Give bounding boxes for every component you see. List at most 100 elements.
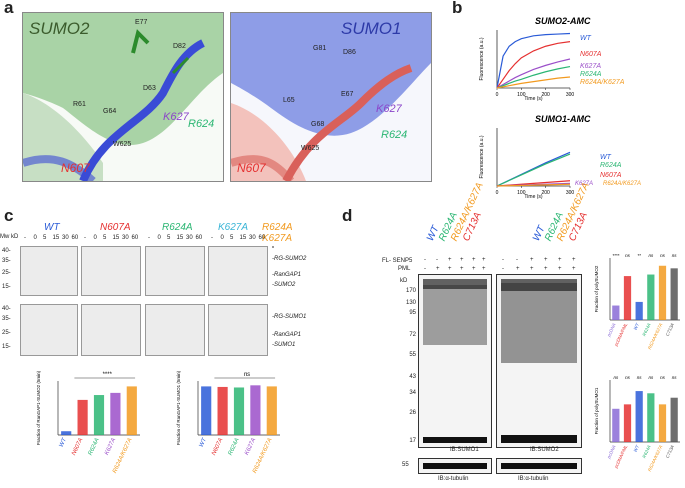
significance-label: ns [660, 375, 666, 380]
group-header: R624A K627A [262, 222, 293, 244]
panel-label-d: d [342, 206, 353, 225]
category-label: WT [633, 321, 641, 331]
gel-image [145, 304, 205, 356]
plus-minus-label: + [558, 257, 562, 263]
time-point-label: 30 [186, 235, 193, 241]
legend-label: R624A/K627A [603, 181, 641, 187]
plus-minus-label: + [530, 257, 534, 263]
tubulin-band-2 [501, 463, 577, 469]
plus-minus-label: + [472, 266, 476, 272]
bar [61, 431, 72, 435]
bar [647, 393, 655, 442]
loading-label: IB:α-tubulin [438, 476, 469, 482]
tubulin-blot-2 [496, 458, 582, 474]
significance-label: ns [672, 375, 678, 380]
legend-label: R624A [580, 71, 602, 78]
y-axis-label: Fraction of RanGAP1-SUMO2 (5min) [36, 370, 41, 445]
time-point-label: 30 [122, 235, 129, 241]
plus-minus-label: + [482, 257, 486, 263]
sumo2-structure-image: SUMO2 E77 D82 D63 R61 G64 K627 R624 W625… [22, 12, 224, 182]
series-line [496, 76, 571, 89]
polysumo2-bar-chart: Fraction of polySUMO2pcDNA****pcDNA/PMLn… [594, 253, 680, 350]
significance-label: ** [637, 253, 641, 258]
y-axis-label: Fluorescence (a.u.) [479, 135, 485, 178]
plus-minus-label: - [502, 257, 504, 263]
significance-label: ns [648, 253, 654, 258]
y-axis-label: Fluorescence (a.u.) [479, 37, 485, 80]
mw-marker: 95 [409, 310, 416, 316]
mw-marker: 26 [409, 410, 416, 416]
residue-label: D86 [343, 49, 356, 56]
panel-label-c: c [4, 206, 14, 225]
residue-label: R61 [73, 101, 86, 108]
x-tick-label: 100 [517, 190, 526, 196]
plus-minus-label: - [436, 257, 438, 263]
bar [233, 387, 245, 435]
bar [126, 386, 137, 435]
legend-label: WT [580, 35, 592, 42]
category-label: WT [59, 436, 69, 448]
residue-label: L65 [283, 97, 295, 104]
bar [201, 386, 212, 435]
plus-minus-grid: - - + + + + - - + + + + - + + + + + - + + + + + [418, 257, 593, 275]
mw-label: Mw kD [0, 234, 19, 240]
category-label: C713A [665, 322, 675, 337]
significance-label: ns [625, 375, 631, 380]
residue-label: E77 [135, 19, 148, 26]
rangap1-sumo2-bar-chart: Fraction of RanGAP1-SUMO2 (5min) WT N607A R… [36, 370, 140, 474]
sumo1-structure-drawing [231, 13, 431, 181]
mw-marker: 15- [2, 344, 11, 350]
gel-image [20, 246, 78, 296]
mw-marker: 170 [405, 288, 416, 294]
bar [612, 305, 620, 320]
x-tick-label: 300 [566, 190, 575, 196]
category-label: K627A [104, 437, 117, 456]
residue-label: G64 [103, 108, 117, 115]
gel-image [208, 304, 268, 356]
time-point-label: 0 [93, 235, 97, 241]
polysumo1-bar-chart: Fraction of polySUMO1pcDNAnspcDNA/PMLnsW… [594, 375, 680, 472]
plus-minus-label: - [502, 266, 504, 272]
blot-bands-sumo2 [501, 279, 577, 443]
mw-marker: 130 [405, 300, 416, 306]
mw-marker: 15- [2, 284, 11, 290]
gel-image [20, 304, 78, 356]
legend-label: N607A [580, 51, 602, 58]
ib-label: IB:SUMO1 [450, 447, 479, 453]
mw-marker: 34 [409, 390, 416, 396]
significance-label: ns [613, 375, 619, 380]
residue-label: K627 [376, 103, 402, 115]
plus-minus-label: + [516, 266, 520, 272]
row-label-pml: PML [398, 266, 411, 272]
residue-label: E67 [341, 91, 354, 98]
gel-image [81, 304, 141, 356]
time-point-label: 15 [112, 235, 120, 241]
time-point-label: 0 [157, 235, 161, 241]
tubulin-band-1 [423, 463, 487, 469]
bar [250, 385, 261, 435]
series-line [496, 65, 571, 89]
row-label-senp5: FL- SENP5 [382, 258, 413, 264]
mw-marker: 40- [2, 248, 11, 254]
mw-marker: 17 [409, 438, 416, 444]
plus-minus-label: + [448, 257, 452, 263]
residue-label: K627 [163, 111, 189, 123]
legend-label: N607A [600, 172, 622, 179]
mw-marker: 55 [409, 352, 416, 358]
significance-label: **** [102, 372, 112, 378]
time-point-label: 5 [167, 235, 171, 241]
mw-marker: 43 [409, 374, 416, 380]
plus-minus-label: + [460, 257, 464, 263]
category-label: R624A [641, 322, 651, 337]
legend-label: R624A/K627A [580, 79, 625, 86]
x-axis-label: Time (s) [524, 194, 542, 200]
western-blot-sumo2 [496, 274, 582, 448]
residue-label: G81 [313, 45, 327, 52]
residue-label: D82 [173, 43, 186, 50]
series-line [496, 153, 571, 187]
category-label: pcDNA [606, 444, 617, 460]
plus-minus-label: + [572, 266, 576, 272]
kd-label: kD [400, 278, 408, 284]
plus-minus-label: + [448, 266, 452, 272]
panel-label-b: b [452, 0, 463, 17]
